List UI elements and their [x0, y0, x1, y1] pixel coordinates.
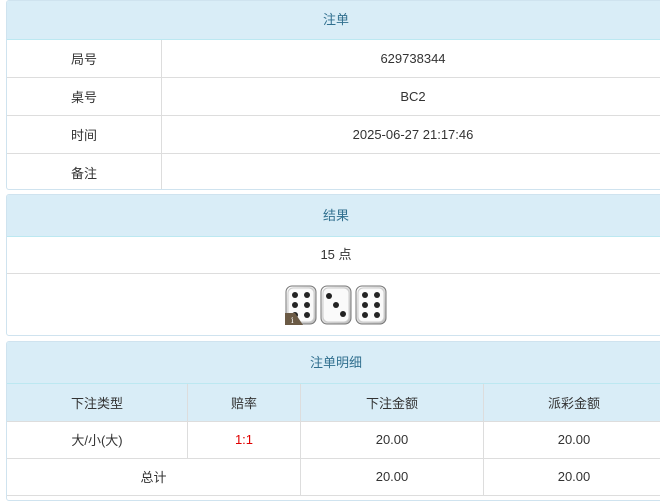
dice-row: i [7, 274, 660, 336]
total-payout: 20.00 [484, 458, 660, 495]
result-panel: 结果 15 点 i [6, 194, 660, 336]
row-label: 时间 [7, 115, 162, 153]
die-6-icon: i [285, 285, 317, 325]
column-header: 赔率 [188, 384, 301, 421]
detail-panel-title: 注单明细 [7, 342, 660, 384]
odds: 1:1 [188, 421, 301, 458]
svg-text:i: i [291, 316, 294, 325]
remark [162, 153, 660, 190]
detail-table: 下注类型 赔率 下注金额 派彩金额 大/小(大) 1:1 20.00 20.00… [7, 384, 660, 496]
column-header: 下注类型 [7, 384, 188, 421]
result-points: 15 点 [7, 237, 660, 274]
detail-panel: 注单明细 下注类型 赔率 下注金额 派彩金额 大/小(大) 1:1 20.00 … [6, 341, 660, 501]
header-row: 下注类型 赔率 下注金额 派彩金额 [7, 384, 660, 421]
bet-amount: 20.00 [301, 421, 484, 458]
bet-time: 2025-06-27 21:17:46 [162, 115, 660, 153]
total-bet: 20.00 [301, 458, 484, 495]
row-label: 局号 [7, 40, 162, 77]
round-number: 629738344 [162, 40, 660, 77]
order-panel-title: 注单 [7, 1, 660, 40]
die-3-icon [320, 285, 352, 325]
die-6-icon [355, 285, 387, 325]
result-panel-title: 结果 [7, 195, 660, 237]
payout-amount: 20.00 [484, 421, 660, 458]
row-label: 备注 [7, 153, 162, 190]
bet-type: 大/小(大) [7, 421, 188, 458]
column-header: 派彩金额 [484, 384, 660, 421]
column-header: 下注金额 [301, 384, 484, 421]
row-label: 桌号 [7, 77, 162, 115]
table-row: 大/小(大) 1:1 20.00 20.00 [7, 421, 660, 458]
table-number: BC2 [162, 77, 660, 115]
total-label: 总计 [7, 458, 301, 495]
table-row: 备注 [7, 153, 660, 190]
total-row: 总计 20.00 20.00 [7, 458, 660, 495]
